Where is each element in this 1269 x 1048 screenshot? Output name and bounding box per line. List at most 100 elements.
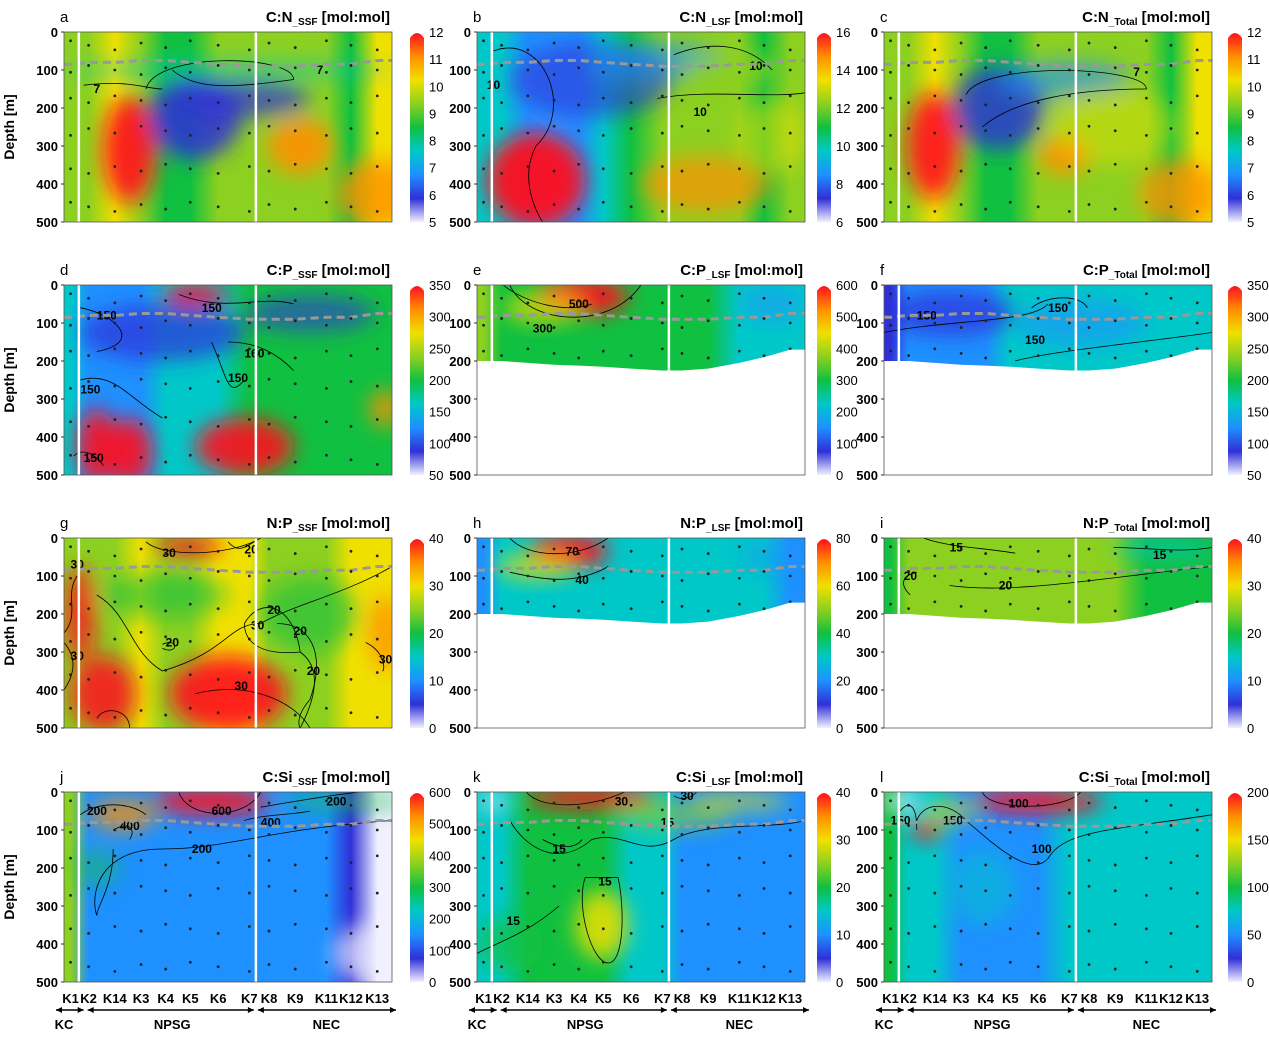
sample-point <box>602 454 605 457</box>
colorbar-i: 40 30 20 10 0 <box>1228 531 1261 736</box>
colorbar-tick-label: 400 <box>836 341 858 356</box>
sample-point <box>482 960 485 964</box>
sample-point <box>375 131 379 135</box>
sample-point <box>602 673 605 676</box>
heatmap-patch <box>1015 300 1147 346</box>
sample-point <box>267 833 271 836</box>
sample-point <box>1067 165 1071 168</box>
sample-point <box>933 671 936 674</box>
plot-frame <box>63 791 393 983</box>
sample-point <box>788 891 792 895</box>
y-tick-label: 100 <box>449 316 471 331</box>
sample-point <box>1067 891 1071 895</box>
sample-point <box>907 965 910 969</box>
sample-point <box>500 931 503 935</box>
region-arrow-npsg-head-left <box>500 1007 507 1013</box>
sample-point <box>293 46 297 49</box>
y-tick-label: 300 <box>856 139 878 154</box>
sample-point <box>500 64 503 67</box>
sample-point <box>959 124 963 128</box>
sample-point <box>69 960 72 964</box>
sample-point <box>1113 46 1117 49</box>
sample-point <box>552 326 556 329</box>
sample-point <box>788 165 792 168</box>
sample-point <box>1145 167 1148 171</box>
sample-point <box>602 420 605 423</box>
sample-point <box>1037 425 1040 428</box>
sample-point <box>1036 296 1040 300</box>
sample-point <box>738 349 741 353</box>
colorbar-d: 350 300 250 200 150 100 50 <box>410 278 451 483</box>
region-label-npsg: NPSG <box>567 1017 604 1032</box>
sample-point <box>1195 131 1199 135</box>
sample-point <box>630 458 633 461</box>
y-tick-label: 100 <box>36 569 58 584</box>
sample-point <box>69 673 72 677</box>
contour-line <box>657 92 805 99</box>
sample-point <box>139 294 143 298</box>
heatmap-base <box>884 792 1212 982</box>
sample-point <box>602 640 605 643</box>
heatmap-base <box>884 538 1212 624</box>
sample-point <box>933 554 937 558</box>
y-tick-label: 0 <box>871 785 878 800</box>
sample-point <box>1145 39 1148 43</box>
sample-point <box>482 420 485 423</box>
colorbar-tick-label: 300 <box>429 310 451 325</box>
sample-point <box>1145 830 1148 834</box>
sample-point <box>1036 570 1040 573</box>
sample-point <box>1195 321 1199 325</box>
contour-label: 20 <box>904 569 918 583</box>
sample-point <box>601 167 605 171</box>
sample-point <box>680 801 684 805</box>
panel-title: C:N_Total [mol:mol] <box>1082 9 1210 28</box>
contour-line <box>260 792 360 808</box>
y-tick-label: 100 <box>449 823 471 838</box>
colorbar-tick-label: 16 <box>836 25 850 40</box>
sample-point <box>960 378 963 381</box>
sample-point <box>325 706 328 710</box>
sample-point <box>69 799 72 803</box>
sample-point <box>247 131 251 135</box>
sample-point <box>375 48 379 52</box>
sample-point <box>889 576 892 580</box>
title-subscript: _Total <box>1108 523 1138 534</box>
mixed-layer-line <box>884 819 1212 828</box>
sample-point <box>526 854 530 858</box>
sample-point <box>216 677 220 681</box>
sample-point <box>706 103 710 107</box>
sample-point <box>552 169 556 173</box>
sample-point <box>1008 323 1012 327</box>
sample-point <box>526 94 530 98</box>
sample-point <box>907 931 910 935</box>
contour-label: 150 <box>1048 301 1068 315</box>
sample-point <box>933 463 936 466</box>
sample-point <box>1195 554 1199 558</box>
sample-point <box>706 826 710 830</box>
sample-point <box>933 68 937 72</box>
sample-point <box>1036 64 1040 67</box>
sample-point <box>1087 547 1091 551</box>
sample-point <box>1113 319 1117 323</box>
sample-point <box>267 547 271 551</box>
sample-point <box>1196 671 1199 674</box>
sample-point <box>87 887 90 890</box>
sample-point <box>933 301 937 305</box>
sample-point <box>789 716 792 719</box>
heatmap-patch <box>1032 690 1196 728</box>
sample-point <box>706 889 710 893</box>
sample-point <box>267 124 271 128</box>
sample-point <box>1036 317 1040 320</box>
sample-point <box>889 39 892 43</box>
colorbar-tick-label: 80 <box>836 531 850 546</box>
region-arrow-nec-head-right <box>1210 1007 1216 1013</box>
colorbar-gradient <box>817 33 831 222</box>
sample-point <box>738 856 741 860</box>
sample-point <box>1195 574 1199 578</box>
sample-point <box>87 607 90 611</box>
sample-point <box>87 711 90 715</box>
sample-point <box>216 43 220 47</box>
colorbar-tick-label: 600 <box>836 278 858 293</box>
region-arrow-nec-head-right <box>803 1007 809 1013</box>
region-arrow-npsg-head-right <box>660 1007 667 1013</box>
